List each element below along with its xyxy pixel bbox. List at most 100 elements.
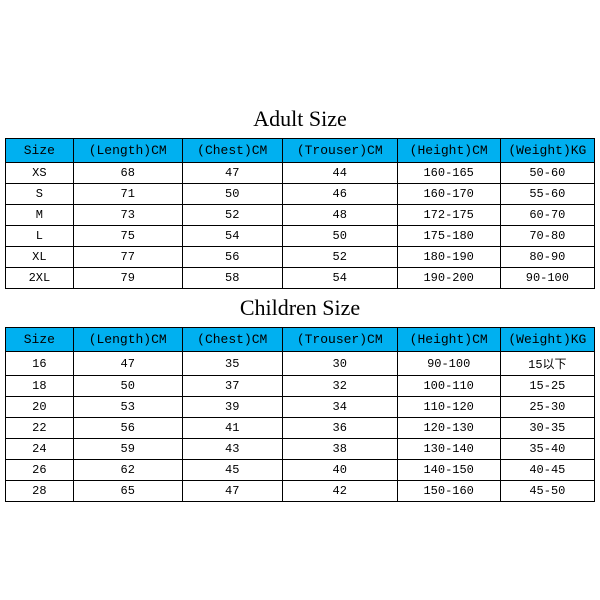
col-chest: (Chest)CM — [182, 328, 282, 352]
cell-height: 190-200 — [397, 268, 500, 289]
cell-trouser: 38 — [282, 439, 397, 460]
cell-height: 180-190 — [397, 247, 500, 268]
table-row: 18503732100-11015-25 — [6, 376, 595, 397]
cell-size: 16 — [6, 352, 74, 376]
cell-chest: 41 — [182, 418, 282, 439]
table-row: 20533934110-12025-30 — [6, 397, 595, 418]
cell-weight: 40-45 — [500, 460, 594, 481]
cell-chest: 52 — [182, 205, 282, 226]
cell-height: 90-100 — [397, 352, 500, 376]
table-row: 2XL795854190-20090-100 — [6, 268, 595, 289]
cell-chest: 54 — [182, 226, 282, 247]
cell-chest: 35 — [182, 352, 282, 376]
cell-height: 160-170 — [397, 184, 500, 205]
cell-size: L — [6, 226, 74, 247]
adult-size-table: Size (Length)CM (Chest)CM (Trouser)CM (H… — [5, 138, 595, 289]
col-length: (Length)CM — [73, 139, 182, 163]
cell-size: XL — [6, 247, 74, 268]
cell-size: S — [6, 184, 74, 205]
cell-chest: 39 — [182, 397, 282, 418]
cell-trouser: 36 — [282, 418, 397, 439]
col-weight: (Weight)KG — [500, 139, 594, 163]
col-trouser: (Trouser)CM — [282, 139, 397, 163]
cell-length: 53 — [73, 397, 182, 418]
cell-chest: 58 — [182, 268, 282, 289]
cell-height: 130-140 — [397, 439, 500, 460]
table-row: 1647353090-10015以下 — [6, 352, 595, 376]
cell-size: 18 — [6, 376, 74, 397]
cell-height: 120-130 — [397, 418, 500, 439]
cell-size: 22 — [6, 418, 74, 439]
cell-length: 59 — [73, 439, 182, 460]
table-row: 24594338130-14035-40 — [6, 439, 595, 460]
cell-size: 2XL — [6, 268, 74, 289]
cell-length: 47 — [73, 352, 182, 376]
cell-chest: 37 — [182, 376, 282, 397]
cell-length: 50 — [73, 376, 182, 397]
cell-trouser: 52 — [282, 247, 397, 268]
table-row: 26624540140-15040-45 — [6, 460, 595, 481]
cell-height: 100-110 — [397, 376, 500, 397]
cell-trouser: 54 — [282, 268, 397, 289]
table-row: 28654742150-16045-50 — [6, 481, 595, 502]
cell-height: 110-120 — [397, 397, 500, 418]
cell-trouser: 48 — [282, 205, 397, 226]
table-row: XS684744160-16550-60 — [6, 163, 595, 184]
cell-length: 68 — [73, 163, 182, 184]
cell-chest: 43 — [182, 439, 282, 460]
col-size: Size — [6, 139, 74, 163]
cell-weight: 90-100 — [500, 268, 594, 289]
cell-trouser: 40 — [282, 460, 397, 481]
table-header-row: Size (Length)CM (Chest)CM (Trouser)CM (H… — [6, 328, 595, 352]
cell-height: 175-180 — [397, 226, 500, 247]
cell-trouser: 46 — [282, 184, 397, 205]
table-header-row: Size (Length)CM (Chest)CM (Trouser)CM (H… — [6, 139, 595, 163]
section-title-children: Children Size — [5, 289, 595, 327]
cell-size: XS — [6, 163, 74, 184]
cell-length: 56 — [73, 418, 182, 439]
table-row: XL775652180-19080-90 — [6, 247, 595, 268]
cell-size: 28 — [6, 481, 74, 502]
cell-trouser: 30 — [282, 352, 397, 376]
table-row: 22564136120-13030-35 — [6, 418, 595, 439]
col-trouser: (Trouser)CM — [282, 328, 397, 352]
cell-trouser: 32 — [282, 376, 397, 397]
table-row: S715046160-17055-60 — [6, 184, 595, 205]
cell-trouser: 34 — [282, 397, 397, 418]
col-height: (Height)CM — [397, 139, 500, 163]
col-length: (Length)CM — [73, 328, 182, 352]
cell-chest: 50 — [182, 184, 282, 205]
cell-size: 24 — [6, 439, 74, 460]
cell-size: M — [6, 205, 74, 226]
cell-weight: 70-80 — [500, 226, 594, 247]
cell-weight: 80-90 — [500, 247, 594, 268]
cell-trouser: 42 — [282, 481, 397, 502]
section-title-adult: Adult Size — [5, 100, 595, 138]
cell-weight: 15-25 — [500, 376, 594, 397]
cell-chest: 45 — [182, 460, 282, 481]
cell-length: 75 — [73, 226, 182, 247]
cell-length: 71 — [73, 184, 182, 205]
cell-chest: 47 — [182, 481, 282, 502]
cell-length: 77 — [73, 247, 182, 268]
cell-weight: 30-35 — [500, 418, 594, 439]
cell-size: 20 — [6, 397, 74, 418]
children-size-table: Size (Length)CM (Chest)CM (Trouser)CM (H… — [5, 327, 595, 502]
cell-weight: 60-70 — [500, 205, 594, 226]
cell-height: 150-160 — [397, 481, 500, 502]
cell-length: 79 — [73, 268, 182, 289]
col-height: (Height)CM — [397, 328, 500, 352]
col-chest: (Chest)CM — [182, 139, 282, 163]
cell-weight: 50-60 — [500, 163, 594, 184]
cell-trouser: 50 — [282, 226, 397, 247]
cell-weight: 35-40 — [500, 439, 594, 460]
cell-weight: 25-30 — [500, 397, 594, 418]
cell-chest: 56 — [182, 247, 282, 268]
cell-height: 140-150 — [397, 460, 500, 481]
table-row: M735248172-17560-70 — [6, 205, 595, 226]
size-chart: Adult Size Size (Length)CM (Chest)CM (Tr… — [0, 0, 600, 502]
table-row: L755450175-18070-80 — [6, 226, 595, 247]
cell-weight: 55-60 — [500, 184, 594, 205]
cell-length: 62 — [73, 460, 182, 481]
cell-length: 73 — [73, 205, 182, 226]
